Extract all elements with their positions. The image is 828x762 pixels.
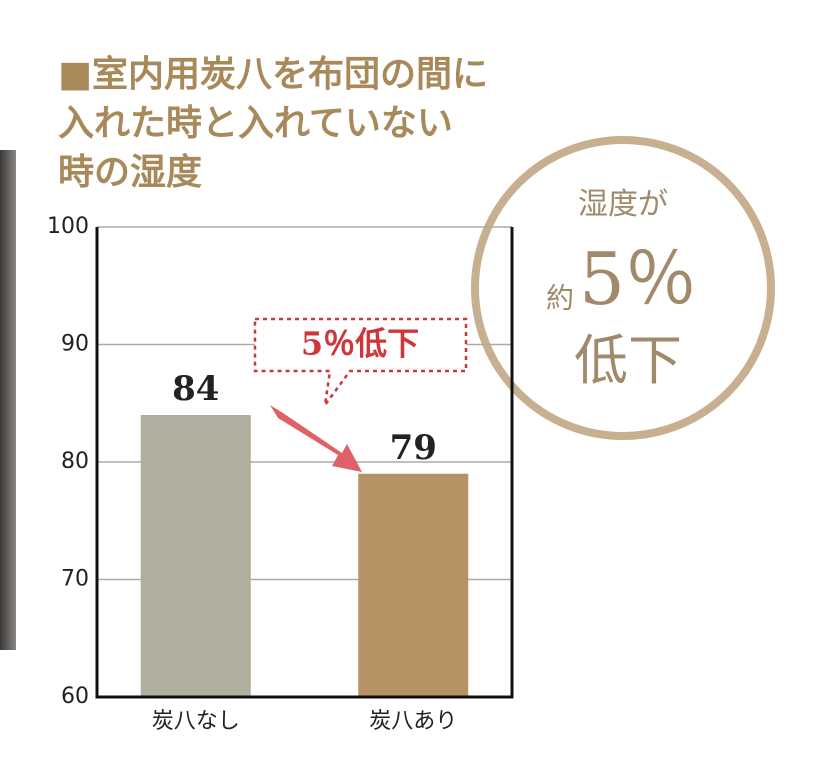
photo-edge [0,150,16,650]
y-tick-label: 60 [61,684,89,709]
value-label: 84 [172,369,219,409]
y-tick-label: 70 [61,567,89,592]
title-line: ■室内用炭八を布団の間に [58,54,488,95]
y-tick-label: 90 [61,332,89,357]
badge-prefix: 約 [546,282,574,315]
arrow [270,405,362,472]
y-tick-label: 100 [47,214,89,239]
plot: 60 70 80 90 100 炭八なし 84 炭八あり 79 5％低下 [47,214,514,734]
badge-big: 5％ [579,237,697,321]
x-tick-label: 炭八あり [369,709,457,734]
value-label: 79 [390,428,437,468]
callout-box [253,317,468,406]
title-line: 時の湿度 [58,152,202,193]
y-tick-label: 80 [61,449,89,474]
title-line: 入れた時と入れていない [58,103,453,144]
badge-bottom: 低下 [574,329,682,392]
x-tick-label: 炭八なし [152,709,240,734]
bar [140,415,251,697]
badge-circle [471,136,775,440]
callout-text: 5％低下 [301,325,419,363]
axis-frame [95,227,514,699]
bar [358,473,469,697]
badge-top: 湿度が [578,187,668,222]
